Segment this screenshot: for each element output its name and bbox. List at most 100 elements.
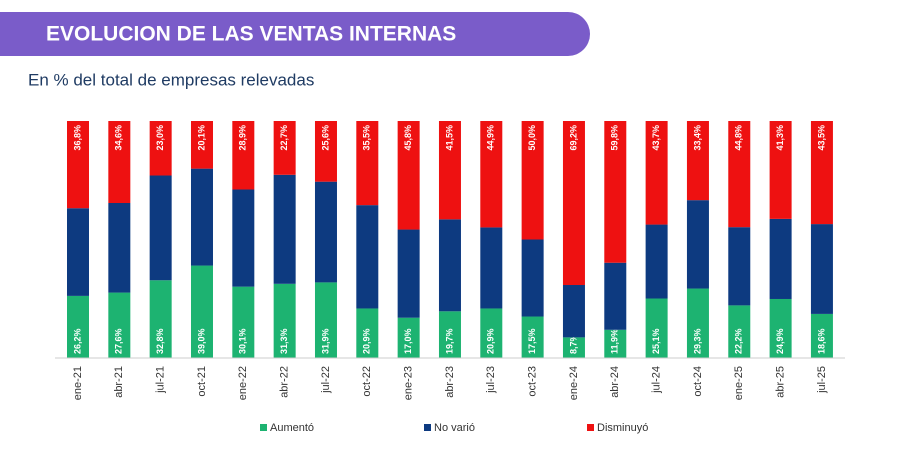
bar-segment <box>273 121 296 175</box>
bar-segment <box>769 121 792 219</box>
bar-segment <box>67 295 89 358</box>
bar-segment <box>356 121 379 206</box>
bar-segment <box>108 121 131 204</box>
x-tick-label: abr-22 <box>279 366 291 398</box>
bar-segment <box>397 121 420 230</box>
data-label: 36,8% <box>72 125 82 151</box>
bar-segment <box>686 200 709 289</box>
data-label: 43,7% <box>651 125 661 151</box>
data-label: 22,2% <box>734 328 744 354</box>
bar-segment <box>521 316 544 358</box>
data-label: 45,8% <box>403 125 413 151</box>
bar-segment <box>314 181 337 283</box>
x-tick-label: ene-25 <box>733 366 745 400</box>
bar-segment <box>108 203 131 293</box>
bar-segment <box>810 224 833 314</box>
bar-segment <box>438 121 461 220</box>
bar-segment <box>521 121 544 240</box>
bar-segment <box>149 121 172 176</box>
x-tick-label: abr-24 <box>609 366 621 398</box>
bar-segment <box>810 313 833 358</box>
bar-segment <box>686 121 709 201</box>
data-label: 8,7% <box>568 333 578 354</box>
legend-label: Disminuyó <box>597 422 648 434</box>
bar-segment <box>149 175 172 281</box>
data-label: 39,0% <box>196 328 206 354</box>
data-label: 25,6% <box>320 125 330 151</box>
bar-segment <box>190 168 213 266</box>
chart-subtitle: En % del total de empresas relevadas <box>28 70 314 89</box>
x-tick-label: jul-25 <box>816 366 828 394</box>
title-banner <box>0 12 590 56</box>
bar-segment <box>397 317 420 358</box>
data-label: 17,0% <box>403 328 413 354</box>
data-label: 59,8% <box>610 125 620 151</box>
data-label: 33,4% <box>692 125 702 151</box>
data-label: 26,2% <box>72 328 82 354</box>
bar-segment <box>232 286 255 358</box>
legend-swatch <box>424 424 431 431</box>
data-label: 20,9% <box>362 328 372 354</box>
bar-segment <box>562 121 585 286</box>
bar-segment <box>769 218 792 299</box>
data-label: 28,9% <box>238 125 248 151</box>
data-label: 19,7% <box>444 328 454 354</box>
data-label: 31,9% <box>320 328 330 354</box>
bar-segment <box>190 121 213 169</box>
data-label: 41,5% <box>444 125 454 151</box>
x-tick-label: ene-24 <box>568 366 580 400</box>
data-label: 50,0% <box>527 125 537 151</box>
data-label: 41,3% <box>775 125 785 151</box>
bar-segment <box>686 288 709 358</box>
bar-segment <box>438 311 461 358</box>
bar-segment <box>645 298 668 358</box>
bar-segment <box>190 265 213 358</box>
data-label: 25,1% <box>651 328 661 354</box>
bar-segment <box>67 121 89 209</box>
x-tick-label: oct-23 <box>527 366 539 397</box>
bar-segment <box>356 308 379 358</box>
bar-segment <box>314 121 337 182</box>
data-label: 31,3% <box>279 328 289 354</box>
legend-label: No varió <box>434 422 475 434</box>
data-label: 20,1% <box>196 125 206 151</box>
data-label: 23,0% <box>155 125 165 151</box>
data-label: 18,6% <box>816 328 826 354</box>
data-label: 43,5% <box>816 125 826 151</box>
x-tick-label: ene-23 <box>403 366 415 400</box>
bar-segment <box>562 285 585 338</box>
data-label: 24,9% <box>775 328 785 354</box>
bar-segment <box>604 121 627 263</box>
bar-segment <box>67 208 89 296</box>
bar-segment <box>810 121 833 225</box>
data-label: 35,5% <box>362 125 372 151</box>
data-label: 44,8% <box>734 125 744 151</box>
x-tick-label: jul-23 <box>485 366 497 394</box>
bar-segment <box>149 280 172 358</box>
bar-segment <box>645 121 668 225</box>
bar-segment <box>108 292 131 358</box>
x-tick-label: oct-24 <box>692 366 704 397</box>
bar-segment <box>232 189 255 287</box>
data-label: 27,6% <box>114 328 124 354</box>
bar-segment <box>480 227 503 309</box>
data-label: 29,3% <box>692 328 702 354</box>
bar-segment <box>314 282 337 358</box>
bar-segment <box>356 205 379 309</box>
bar-segment <box>604 329 627 358</box>
bar-segment <box>562 337 585 358</box>
x-tick-label: abr-23 <box>444 366 456 398</box>
data-label: 20,9% <box>486 328 496 354</box>
bar-segment <box>728 121 751 228</box>
x-tick-label: abr-25 <box>775 366 787 398</box>
bar-segment <box>438 219 461 312</box>
bar-segment <box>273 174 296 284</box>
data-label: 22,7% <box>279 125 289 151</box>
bar-segment <box>521 239 544 317</box>
legend-label: Aumentó <box>270 422 314 434</box>
legend-swatch <box>587 424 594 431</box>
legend-swatch <box>260 424 267 431</box>
data-label: 32,8% <box>155 328 165 354</box>
bar-segment <box>604 262 627 330</box>
